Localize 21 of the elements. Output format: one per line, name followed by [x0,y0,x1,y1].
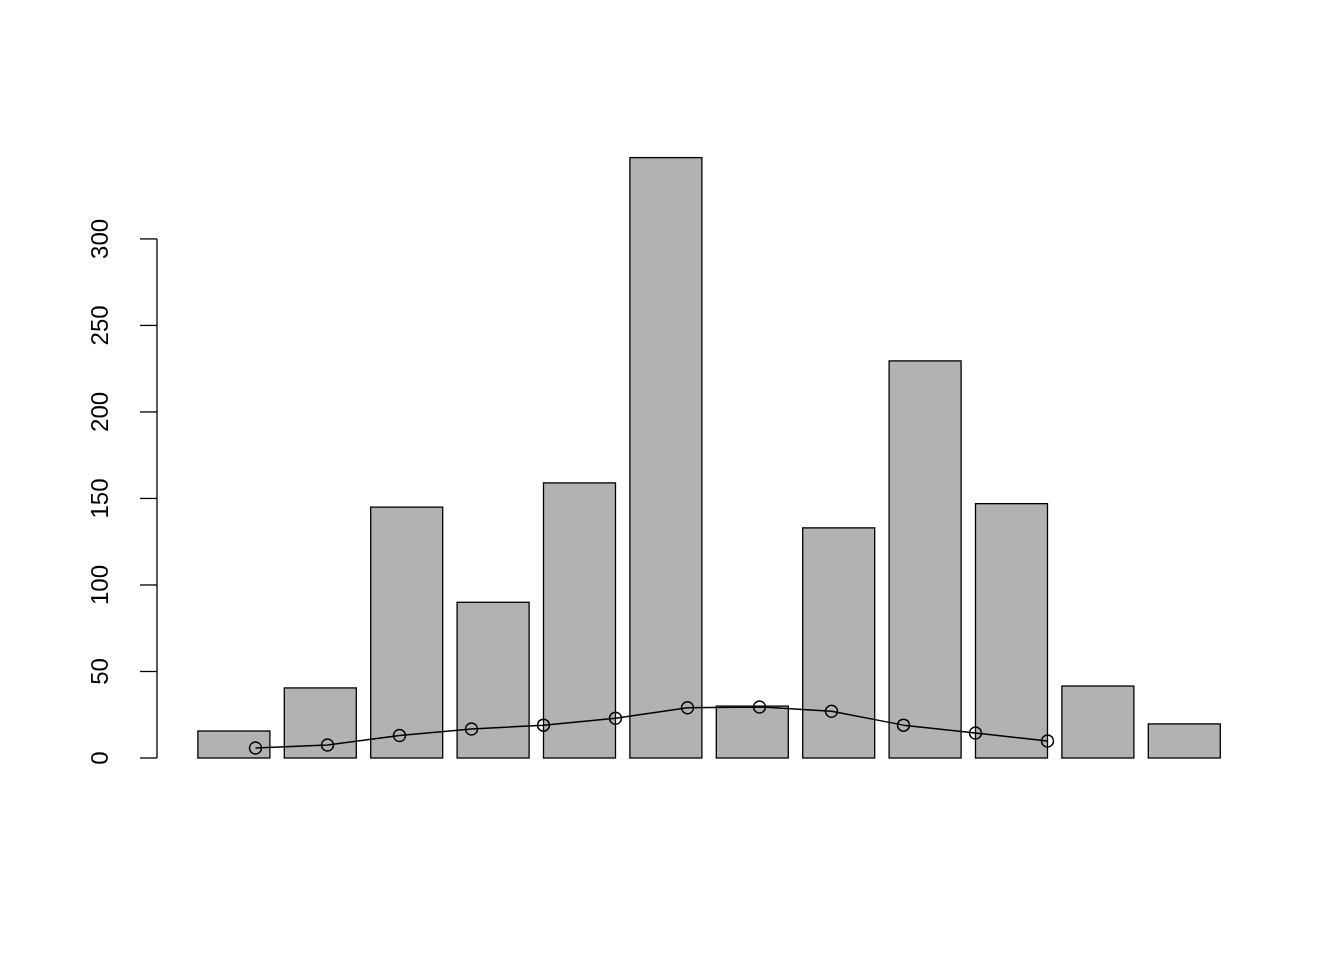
point [392,728,407,743]
point [896,718,911,732]
y-tick-label: 0 [86,751,113,765]
point [968,726,983,740]
y-tick-label: 100 [86,564,113,605]
y-tick-label: 300 [86,218,113,259]
point [824,704,839,719]
point [320,738,335,752]
y-tick-label: 200 [86,391,113,432]
point [608,711,623,725]
y-tick-label: 150 [86,478,113,519]
point [1040,734,1055,748]
bar [1147,723,1221,759]
y-tick-label: 50 [86,658,113,685]
point [248,741,263,755]
point [752,700,767,714]
bar [1061,685,1135,759]
point [536,718,551,732]
point [464,722,479,736]
point [680,701,695,715]
y-tick-label: 250 [86,305,113,346]
